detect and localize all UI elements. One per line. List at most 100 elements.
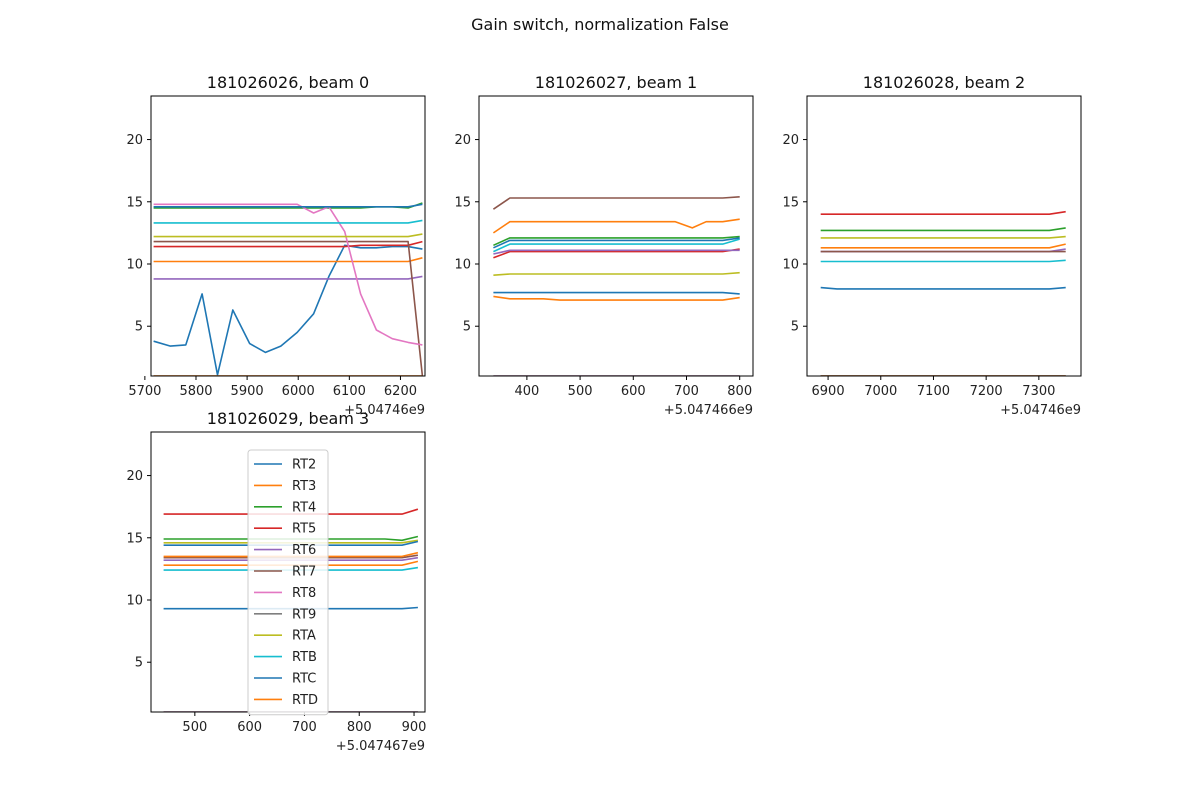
axes-frame bbox=[806, 95, 1082, 377]
y-tick-label: 15 bbox=[782, 195, 799, 210]
legend-item: RTD bbox=[254, 693, 318, 708]
axes-frame bbox=[478, 95, 754, 377]
series-line-rtc bbox=[493, 237, 740, 249]
x-tick-label: 500 bbox=[568, 384, 593, 399]
legend-label: RT3 bbox=[292, 479, 316, 494]
x-offset-label: +5.04746e9 bbox=[344, 403, 425, 418]
x-tick-label: 7300 bbox=[1022, 384, 1055, 399]
x-tick-label: 6200 bbox=[384, 384, 417, 399]
series-line-rt5 bbox=[493, 248, 740, 259]
y-tick-label: 15 bbox=[126, 531, 143, 546]
x-tick-label: 6900 bbox=[812, 384, 845, 399]
series-line-rt4 bbox=[820, 227, 1066, 232]
x-tick-label: 600 bbox=[621, 384, 646, 399]
legend-item: RT4 bbox=[254, 500, 316, 515]
x-tick-label: 600 bbox=[237, 720, 262, 735]
subplot-title: 181026026, beam 0 bbox=[207, 73, 369, 92]
series-line-rta bbox=[493, 271, 740, 276]
legend-item: RT3 bbox=[254, 479, 316, 494]
subplot-title: 181026028, beam 2 bbox=[863, 73, 1025, 92]
y-tick-label: 20 bbox=[126, 469, 143, 484]
legend-item: RTC bbox=[254, 672, 316, 687]
series-line-rt6 bbox=[153, 275, 423, 280]
x-tick-label: 7100 bbox=[917, 384, 950, 399]
legend-box bbox=[247, 449, 329, 716]
legend-label: RT8 bbox=[292, 586, 316, 601]
legend-label: RT5 bbox=[292, 522, 316, 537]
series-line-rtc bbox=[153, 203, 423, 208]
series-line-rt2 bbox=[153, 244, 423, 376]
series-line-rtd bbox=[492, 218, 740, 234]
subplot-title: 181026029, beam 3 bbox=[207, 409, 369, 428]
series-line-rt8 bbox=[153, 203, 423, 346]
x-tick-label: 7200 bbox=[970, 384, 1003, 399]
y-tick-label: 10 bbox=[126, 594, 143, 609]
y-tick-label: 5 bbox=[791, 320, 799, 335]
y-tick-label: 5 bbox=[135, 656, 143, 671]
legend-label: RT7 bbox=[292, 565, 316, 580]
x-tick-label: 7000 bbox=[864, 384, 897, 399]
figure-suptitle: Gain switch, normalization False bbox=[471, 15, 729, 34]
y-tick-label: 15 bbox=[126, 195, 143, 210]
x-tick-label: 700 bbox=[674, 384, 699, 399]
x-tick-label: 6100 bbox=[333, 384, 366, 399]
legend-label: RT4 bbox=[292, 500, 316, 515]
series-line-rt7 bbox=[153, 240, 424, 376]
legend-label: RTD bbox=[292, 693, 318, 708]
y-tick-label: 20 bbox=[454, 133, 471, 148]
legend-label: RT6 bbox=[292, 543, 316, 558]
series-line-rt3 bbox=[493, 295, 740, 301]
series-line-rt2 bbox=[493, 291, 740, 295]
series-line-rt3 bbox=[820, 243, 1066, 249]
series-line-rta bbox=[820, 235, 1066, 239]
y-tick-label: 10 bbox=[454, 258, 471, 273]
series-line-rt2 bbox=[820, 286, 1066, 290]
x-tick-label: 400 bbox=[514, 384, 539, 399]
series-group bbox=[820, 210, 1066, 376]
x-tick-label: 6000 bbox=[282, 384, 315, 399]
y-tick-label: 20 bbox=[126, 133, 143, 148]
x-tick-label: 500 bbox=[182, 720, 207, 735]
series-line-rt7 bbox=[492, 196, 740, 210]
series-line-rt5 bbox=[820, 210, 1066, 215]
series-line-rt6 bbox=[493, 249, 740, 255]
legend-item: RT7 bbox=[254, 565, 316, 580]
legend-item: RT6 bbox=[254, 543, 316, 558]
subplot-3: 181026029, beam 3 500 600 700 800 900 +5.04746… bbox=[126, 409, 426, 754]
x-offset-label: +5.047467e9 bbox=[336, 739, 425, 754]
series-group bbox=[492, 196, 740, 376]
subplot-title: 181026027, beam 1 bbox=[535, 73, 697, 92]
y-tick-label: 5 bbox=[135, 320, 143, 335]
legend-label: RTA bbox=[292, 629, 316, 644]
y-tick-label: 10 bbox=[782, 258, 799, 273]
legend-item: RTA bbox=[254, 629, 316, 644]
x-tick-label: 5800 bbox=[179, 384, 212, 399]
series-line-rtb bbox=[820, 259, 1066, 263]
series-line-rt5 bbox=[153, 240, 423, 248]
x-tick-label: 700 bbox=[292, 720, 317, 735]
subplot-0: 181026026, beam 0 5700 5800 5900 6000 6100 620… bbox=[126, 73, 426, 418]
y-tick-label: 15 bbox=[454, 195, 471, 210]
legend-label: RT2 bbox=[292, 458, 316, 473]
series-group bbox=[153, 202, 424, 376]
x-offset-label: +5.04746e9 bbox=[1000, 403, 1081, 418]
y-tick-label: 10 bbox=[126, 258, 143, 273]
legend-label: RTC bbox=[292, 672, 316, 687]
subplot-1: 181026027, beam 1 400 500 600 700 800 +5.04746… bbox=[454, 73, 754, 418]
legend-label: RTB bbox=[292, 650, 317, 665]
legend-item: RTB bbox=[254, 650, 317, 665]
legend-item: RT8 bbox=[254, 586, 316, 601]
legend-item: RT5 bbox=[254, 522, 316, 537]
series-line-rt4 bbox=[493, 235, 740, 247]
legend-item: RT9 bbox=[254, 607, 316, 622]
x-tick-label: 900 bbox=[402, 720, 427, 735]
series-line-rtb bbox=[153, 219, 423, 224]
legend-label: RT9 bbox=[292, 607, 316, 622]
series-line-rtb bbox=[493, 238, 740, 253]
y-tick-label: 20 bbox=[782, 133, 799, 148]
subplot-2: 181026028, beam 2 6900 7000 7100 7200 7300 +5.… bbox=[782, 73, 1082, 418]
series-line-rt3 bbox=[153, 257, 423, 263]
y-tick-label: 5 bbox=[463, 320, 471, 335]
x-tick-label: 800 bbox=[727, 384, 752, 399]
